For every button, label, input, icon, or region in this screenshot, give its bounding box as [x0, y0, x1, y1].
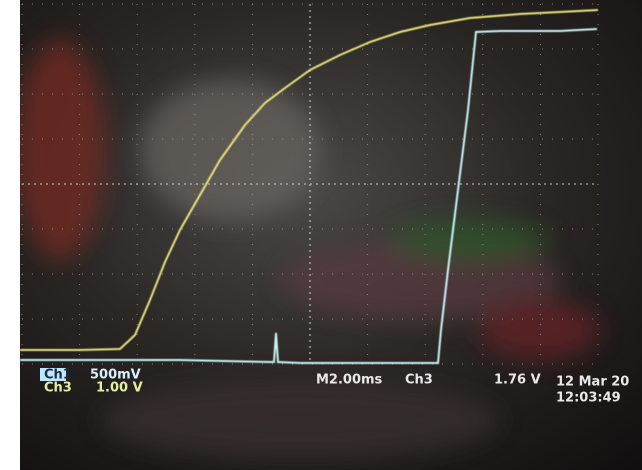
- ch1-scale: 500mV: [90, 368, 141, 383]
- timebase: M2.00ms: [316, 373, 383, 388]
- trigger-level: 1.76 V: [494, 373, 541, 388]
- readout: Ch1 500mV Ch3 1.00 V M2.00ms Ch3 1.76 V …: [40, 368, 629, 406]
- time: 12:03:49: [556, 391, 621, 406]
- ch1-trace: [20, 9, 599, 351]
- trigger-source: Ch3: [405, 373, 433, 388]
- graticule: [21, 3, 599, 365]
- ch1-highlight: [40, 368, 66, 381]
- reflections: [15, 40, 600, 460]
- ch3-label: Ch3: [44, 381, 72, 396]
- ch3-trace: [20, 28, 598, 364]
- ch1-label: Ch1: [44, 368, 72, 383]
- date: 12 Mar 20: [556, 375, 629, 390]
- ch3-scale: 1.00 V: [96, 381, 143, 396]
- page-margin: [0, 0, 20, 470]
